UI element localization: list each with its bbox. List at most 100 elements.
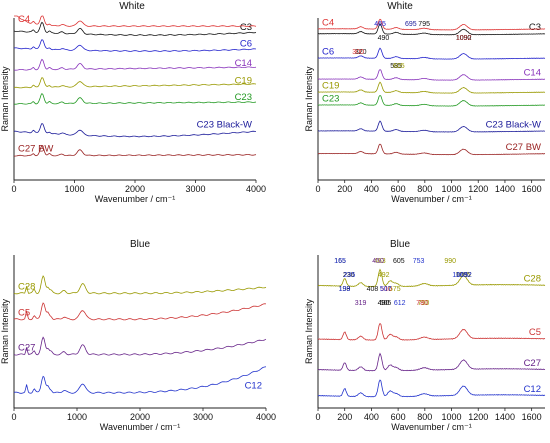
spectrum-c23-black-w bbox=[13, 122, 257, 138]
chart-title: White bbox=[387, 1, 413, 12]
spectrum-c5 bbox=[317, 322, 546, 341]
peak-annotation: 319 bbox=[355, 300, 367, 307]
peak-annotation: 780 bbox=[416, 300, 428, 307]
x-tick-label: 1200 bbox=[468, 412, 488, 422]
peak-annotation: 695 bbox=[405, 21, 417, 28]
peak-annotation: 199 bbox=[339, 286, 351, 293]
series-label: C5 bbox=[529, 327, 541, 338]
chart-title: White bbox=[119, 1, 145, 12]
x-tick-label: 2000 bbox=[125, 184, 145, 194]
peak-annotation: 1092 bbox=[456, 272, 472, 279]
peak-annotation: 1065 bbox=[452, 272, 468, 279]
peak-annotation: 198 bbox=[339, 286, 351, 293]
x-axis-label: Wavenumber / cm⁻¹ bbox=[391, 422, 471, 432]
peak-annotation: 230 bbox=[343, 272, 355, 279]
x-tick-label: 1200 bbox=[468, 184, 488, 194]
x-tick-label: 3000 bbox=[185, 184, 205, 194]
chart-title: Blue bbox=[390, 239, 410, 250]
series-label: C19 bbox=[235, 76, 252, 87]
series-label: C6 bbox=[322, 47, 334, 58]
spectrum-c14 bbox=[13, 58, 257, 71]
peak-annotation: 300 bbox=[352, 49, 364, 56]
series-label: C12 bbox=[245, 381, 262, 392]
x-axis-label: Wavenumber / cm⁻¹ bbox=[391, 194, 471, 204]
spectrum-c27-bw bbox=[317, 143, 545, 156]
x-tick-label: 200 bbox=[337, 412, 352, 422]
x-tick-label: 1000 bbox=[442, 184, 462, 194]
y-axis-label: Raman Intensity bbox=[304, 298, 314, 364]
spectrum-c5 bbox=[13, 302, 267, 321]
peak-annotation: 585 bbox=[390, 63, 402, 70]
x-tick-label: 1000 bbox=[67, 412, 87, 422]
peak-annotation: 1090 bbox=[456, 35, 472, 42]
peak-annotation: 235 bbox=[344, 272, 356, 279]
spectrum-c14 bbox=[317, 69, 546, 81]
series-label: C5 bbox=[18, 307, 30, 318]
series-label: C27 BW bbox=[506, 142, 541, 153]
spectrum-c4 bbox=[14, 15, 257, 27]
chart-panel-1: White Wavenumber / cm⁻¹ Raman Intensity 0 10… bbox=[0, 1, 266, 204]
x-tick-label: 1600 bbox=[522, 412, 542, 422]
peak-annotation: 1085 bbox=[455, 272, 471, 279]
peak-annotation: 505 bbox=[380, 300, 392, 307]
peak-annotation: 320 bbox=[355, 49, 367, 56]
peak-annotation: 490 bbox=[378, 35, 390, 42]
series-label: C4 bbox=[322, 17, 334, 28]
peak-annotation: 510 bbox=[380, 286, 392, 293]
peak-annotation: 507 bbox=[380, 286, 392, 293]
spectrum-c23 bbox=[317, 95, 546, 107]
series-label: C3 bbox=[529, 22, 541, 33]
x-tick-label: 3000 bbox=[193, 412, 213, 422]
peak-annotation: 450 bbox=[372, 258, 384, 265]
series-label: C28 bbox=[18, 281, 35, 292]
peak-annotation: 753 bbox=[413, 258, 425, 265]
spectrum-c28 bbox=[13, 275, 267, 295]
peak-annotation: 165 bbox=[334, 258, 346, 265]
series-label: C27 BW bbox=[18, 144, 53, 155]
series-label: C23 bbox=[235, 92, 252, 103]
series-label: C12 bbox=[524, 384, 541, 395]
chart-panel-2: White Wavenumber / cm⁻¹ Raman Intensity 0 20… bbox=[304, 1, 546, 204]
x-tick-label: 800 bbox=[417, 184, 432, 194]
x-tick-label: 1600 bbox=[522, 184, 542, 194]
x-tick-label: 400 bbox=[364, 412, 379, 422]
x-tick-label: 1000 bbox=[442, 412, 462, 422]
series-label: C23 bbox=[322, 93, 339, 104]
spectrum-c19 bbox=[13, 77, 257, 89]
peak-annotation: 1092 bbox=[456, 272, 472, 279]
peak-annotation: 165 bbox=[334, 258, 346, 265]
spectrum-c28 bbox=[317, 268, 546, 288]
x-tick-label: 0 bbox=[11, 184, 16, 194]
x-tick-label: 800 bbox=[417, 412, 432, 422]
series-label: C14 bbox=[235, 58, 252, 69]
x-axis-label: Wavenumber / cm⁻¹ bbox=[95, 194, 175, 204]
peak-annotation: 463 bbox=[374, 258, 386, 265]
series-label: C27 bbox=[524, 358, 541, 369]
x-tick-label: 0 bbox=[315, 184, 320, 194]
peak-annotation: 605 bbox=[393, 258, 405, 265]
spectrum-c19 bbox=[317, 81, 546, 94]
y-axis-label: Raman Intensity bbox=[304, 66, 314, 132]
peak-annotation: 575 bbox=[389, 286, 401, 293]
x-tick-label: 1000 bbox=[64, 184, 84, 194]
x-tick-label: 400 bbox=[364, 184, 379, 194]
series-label: C3 bbox=[240, 22, 252, 33]
peak-annotation: 1092 bbox=[456, 35, 472, 42]
series-label: C19 bbox=[322, 81, 339, 92]
x-tick-label: 200 bbox=[337, 184, 352, 194]
peak-annotation: 790 bbox=[418, 300, 430, 307]
x-tick-label: 4000 bbox=[246, 184, 266, 194]
x-tick-label: 0 bbox=[11, 412, 16, 422]
spectrum-c27 bbox=[13, 336, 267, 356]
x-tick-label: 600 bbox=[391, 412, 406, 422]
spectrum-c27-bw bbox=[13, 145, 257, 157]
series-label: C23 Black-W bbox=[197, 119, 252, 130]
series-label: C4 bbox=[18, 14, 30, 25]
y-axis-label: Raman Intensity bbox=[0, 66, 10, 132]
x-tick-label: 4000 bbox=[256, 412, 276, 422]
peak-annotation: 795 bbox=[418, 21, 430, 28]
x-axis-label: Wavenumber / cm⁻¹ bbox=[100, 422, 180, 432]
spectrum-c12 bbox=[317, 379, 546, 398]
series-label: C27 bbox=[18, 342, 35, 353]
